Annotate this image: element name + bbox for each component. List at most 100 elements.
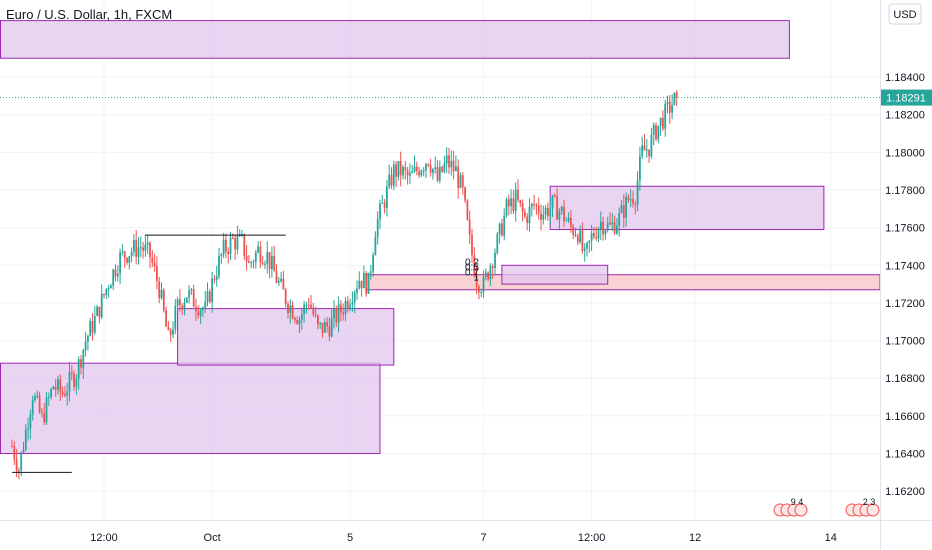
candle xyxy=(22,441,25,455)
candle xyxy=(413,155,416,173)
zone-box[interactable] xyxy=(177,308,395,366)
economic-event-badge[interactable]: 9 4 xyxy=(773,497,808,517)
candle xyxy=(606,216,609,233)
candle xyxy=(358,271,361,290)
candle xyxy=(645,139,648,158)
candle xyxy=(128,255,131,270)
currency-button[interactable]: USD xyxy=(888,3,922,25)
candle xyxy=(215,265,218,287)
candle xyxy=(303,300,305,323)
zones-layer xyxy=(0,20,881,455)
candle xyxy=(91,313,94,341)
candle xyxy=(390,167,393,189)
candle xyxy=(227,247,230,264)
economic-event-badge[interactable]: 2 3 xyxy=(845,497,880,517)
candle xyxy=(625,192,627,227)
candle xyxy=(280,271,282,283)
candle xyxy=(84,331,87,357)
candle xyxy=(570,210,572,233)
candle xyxy=(668,95,671,124)
candle xyxy=(261,255,264,266)
candle xyxy=(298,316,301,333)
candle xyxy=(183,297,186,316)
candle xyxy=(27,417,29,441)
candle xyxy=(238,229,241,238)
candle xyxy=(590,224,593,252)
candle xyxy=(549,196,552,225)
candle xyxy=(618,207,621,237)
candle xyxy=(415,161,418,176)
candle xyxy=(551,194,554,218)
candle xyxy=(664,99,667,137)
candle xyxy=(211,271,213,313)
candle xyxy=(372,252,374,277)
candle xyxy=(344,297,347,322)
candle xyxy=(491,263,494,279)
candle xyxy=(434,156,437,174)
candle xyxy=(93,306,96,336)
candle xyxy=(135,229,138,265)
candle xyxy=(480,288,483,298)
candle xyxy=(305,301,308,314)
event-badges[interactable]: 9 4 2 3 xyxy=(773,497,880,517)
candle xyxy=(360,280,363,297)
candle xyxy=(206,282,209,307)
candle xyxy=(284,288,287,308)
y-tick-label: 1.18400 xyxy=(885,72,925,84)
candle xyxy=(597,226,600,243)
candle xyxy=(314,306,317,318)
candle xyxy=(521,199,524,222)
candle xyxy=(273,245,276,272)
candle xyxy=(47,392,50,406)
candle xyxy=(576,233,579,246)
candle xyxy=(629,189,632,208)
candle xyxy=(59,374,62,401)
zone-box[interactable] xyxy=(365,274,881,291)
event-count: 2 3 xyxy=(863,497,876,507)
candle xyxy=(356,280,358,300)
candle xyxy=(475,266,478,295)
zone-box[interactable] xyxy=(549,185,825,231)
candle xyxy=(365,270,368,297)
candle xyxy=(31,395,34,421)
zone-box[interactable] xyxy=(501,264,609,285)
y-tick-label: 1.16800 xyxy=(885,373,925,385)
candle xyxy=(567,212,570,224)
candle xyxy=(599,211,602,241)
candle xyxy=(151,249,154,268)
candle xyxy=(123,250,126,268)
currency-label: USD xyxy=(893,9,916,21)
candle xyxy=(652,122,655,146)
candle xyxy=(185,297,188,304)
candle xyxy=(307,297,310,310)
zone-box[interactable] xyxy=(0,362,381,455)
candle xyxy=(505,197,508,218)
candle xyxy=(519,199,522,207)
candle xyxy=(411,164,414,174)
candle xyxy=(627,194,630,203)
candle xyxy=(317,314,319,330)
candle xyxy=(593,227,595,240)
fib-labels: 0.20.50.71 xyxy=(465,257,479,283)
candle xyxy=(432,168,434,180)
candle xyxy=(45,392,48,426)
candle xyxy=(478,284,480,300)
candle xyxy=(172,321,174,339)
y-tick-label: 1.17600 xyxy=(885,223,925,235)
candle xyxy=(397,160,400,181)
candle xyxy=(648,149,650,163)
candle xyxy=(153,253,156,272)
y-tick-label: 1.18000 xyxy=(885,147,925,159)
fib-level-label: 0.7 xyxy=(465,267,479,278)
candle xyxy=(496,231,499,255)
candle xyxy=(241,230,243,237)
candle xyxy=(199,307,202,324)
candle xyxy=(149,241,151,269)
candle xyxy=(167,320,170,331)
candle xyxy=(114,264,117,282)
zone-box[interactable] xyxy=(0,20,790,59)
candle xyxy=(252,259,255,269)
candle xyxy=(542,205,545,225)
candle xyxy=(11,439,13,448)
